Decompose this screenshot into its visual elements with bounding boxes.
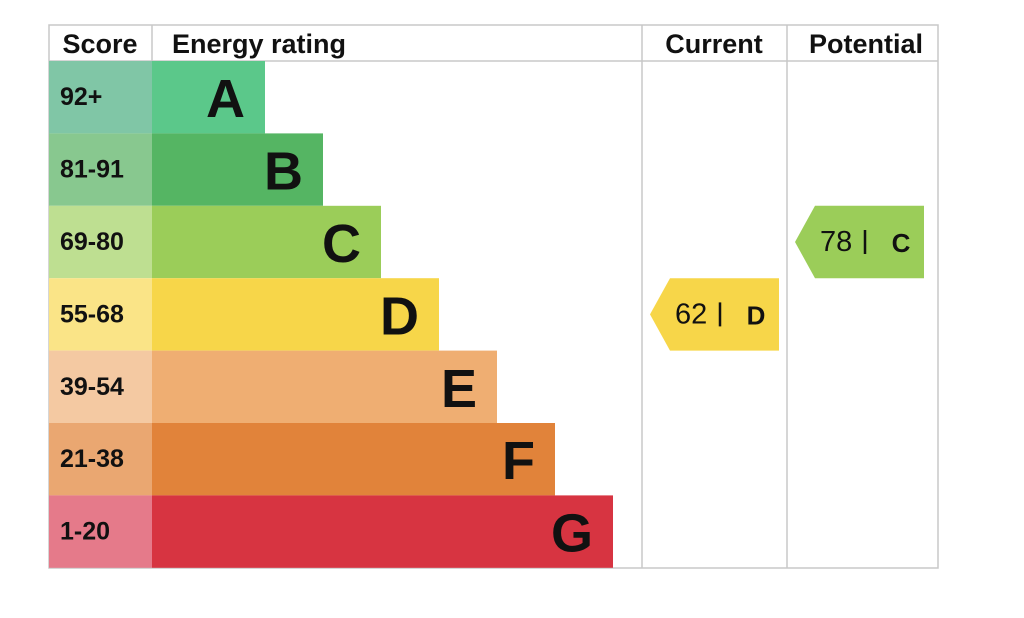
score-cell <box>49 278 152 351</box>
score-label: 69-80 <box>60 228 124 256</box>
score-cell <box>49 350 152 423</box>
score-label: 1-20 <box>60 518 110 546</box>
potential-value: 78 <box>820 226 852 258</box>
current-letter: D <box>747 300 766 330</box>
header-potential: Potential <box>809 29 923 59</box>
rating-bar <box>152 133 323 206</box>
rating-bar <box>152 495 613 568</box>
rating-letter: F <box>502 431 535 491</box>
score-label: 81-91 <box>60 156 124 184</box>
current-arrow: 62 D <box>650 278 779 351</box>
header-score: Score <box>62 29 137 59</box>
score-cell <box>49 495 152 568</box>
score-label: 92+ <box>60 83 102 111</box>
rating-bar <box>152 350 497 423</box>
score-cell <box>49 61 152 134</box>
current-value: 62 <box>675 298 707 330</box>
score-cell <box>49 423 152 496</box>
rating-arrow <box>650 278 779 351</box>
rating-bar <box>152 423 555 496</box>
rating-letter: G <box>551 504 593 564</box>
score-cell <box>49 205 152 279</box>
score-cell <box>49 133 152 206</box>
rating-letter: D <box>380 286 419 346</box>
rating-bar <box>152 278 439 351</box>
rating-letter: A <box>206 69 245 129</box>
header-current: Current <box>665 29 763 59</box>
rating-bar <box>152 61 265 134</box>
score-label: 39-54 <box>60 373 124 401</box>
rating-letter: B <box>264 142 303 202</box>
rating-letter: E <box>441 359 477 419</box>
rating-arrow <box>795 205 924 279</box>
score-label: 21-38 <box>60 445 124 473</box>
score-label: 55-68 <box>60 300 124 328</box>
potential-arrow: 78 C <box>795 205 924 279</box>
potential-letter: C <box>892 228 911 258</box>
rating-letter: C <box>322 214 361 274</box>
rating-bar <box>152 205 381 279</box>
header-rating: Energy rating <box>172 29 346 59</box>
